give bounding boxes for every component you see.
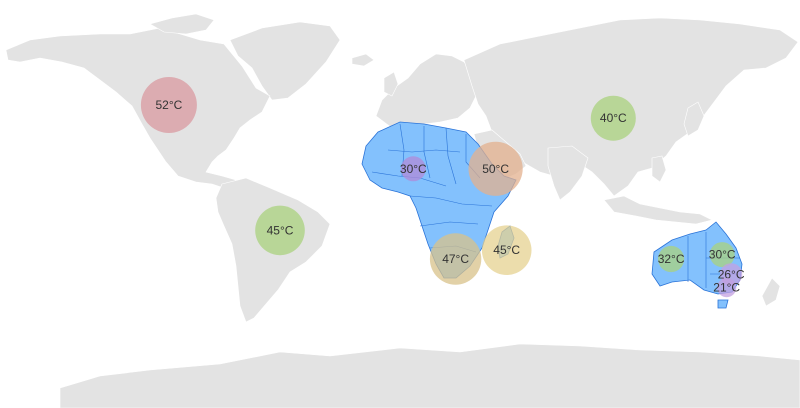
marker-label: 47°C	[442, 252, 469, 266]
marker-label: 30°C	[400, 162, 427, 176]
region-india[interactable]	[547, 145, 589, 201]
marker-label: 50°C	[482, 162, 509, 176]
marker-western-australia[interactable]: 32°C	[658, 245, 685, 273]
marker-label: 52°C	[155, 98, 182, 112]
marker-label: 45°C	[267, 223, 294, 237]
marker-bubble[interactable]	[481, 225, 532, 275]
marker-label: 21°C	[713, 281, 740, 295]
marker-west-africa[interactable]: 30°C	[400, 156, 427, 182]
marker-asia[interactable]: 40°C	[590, 95, 636, 141]
temperature-markers: 52°C 45°C 30°C 50°C 47°C 45°C 40°C 32°C 30°C 26°C…	[140, 77, 745, 298]
marker-south-america[interactable]: 45°C	[255, 205, 305, 256]
region-united-kingdom[interactable]	[383, 71, 399, 97]
marker-queensland[interactable]: 30°C	[709, 242, 736, 268]
australia-borders	[687, 232, 740, 288]
region-indonesia[interactable]	[603, 195, 713, 225]
region-antarctica[interactable]	[59, 343, 800, 408]
region-arctic-archipelago[interactable]	[149, 13, 215, 35]
region-new-zealand[interactable]	[761, 277, 781, 307]
marker-bubble[interactable]	[709, 242, 735, 268]
marker-bubble[interactable]	[658, 245, 685, 273]
marker-bubble[interactable]	[590, 95, 636, 141]
marker-bubble[interactable]	[255, 205, 305, 256]
marker-label: 40°C	[600, 111, 627, 125]
marker-bubble[interactable]	[717, 278, 737, 298]
marker-victoria[interactable]: 21°C	[713, 278, 740, 298]
marker-horn-of-africa[interactable]: 50°C	[468, 141, 523, 196]
region-iceland[interactable]	[351, 53, 375, 67]
marker-madagascar[interactable]: 45°C	[481, 225, 532, 275]
marker-label: 45°C	[493, 243, 520, 257]
marker-label: 32°C	[658, 252, 685, 266]
region-greenland[interactable]	[229, 21, 341, 101]
marker-bubble[interactable]	[140, 77, 197, 133]
region-north-america[interactable]	[5, 27, 271, 189]
region-japan[interactable]	[683, 101, 705, 137]
marker-bubble[interactable]	[429, 233, 482, 285]
marker-south-africa[interactable]: 47°C	[429, 233, 482, 285]
marker-bubble[interactable]	[468, 141, 523, 196]
marker-label: 30°C	[709, 248, 736, 262]
marker-north-america[interactable]: 52°C	[140, 77, 197, 133]
region-philippines[interactable]	[651, 155, 667, 183]
marker-bubble[interactable]	[400, 156, 426, 182]
marker-label: 26°C	[718, 267, 745, 281]
region-tasmania[interactable]	[717, 299, 729, 309]
